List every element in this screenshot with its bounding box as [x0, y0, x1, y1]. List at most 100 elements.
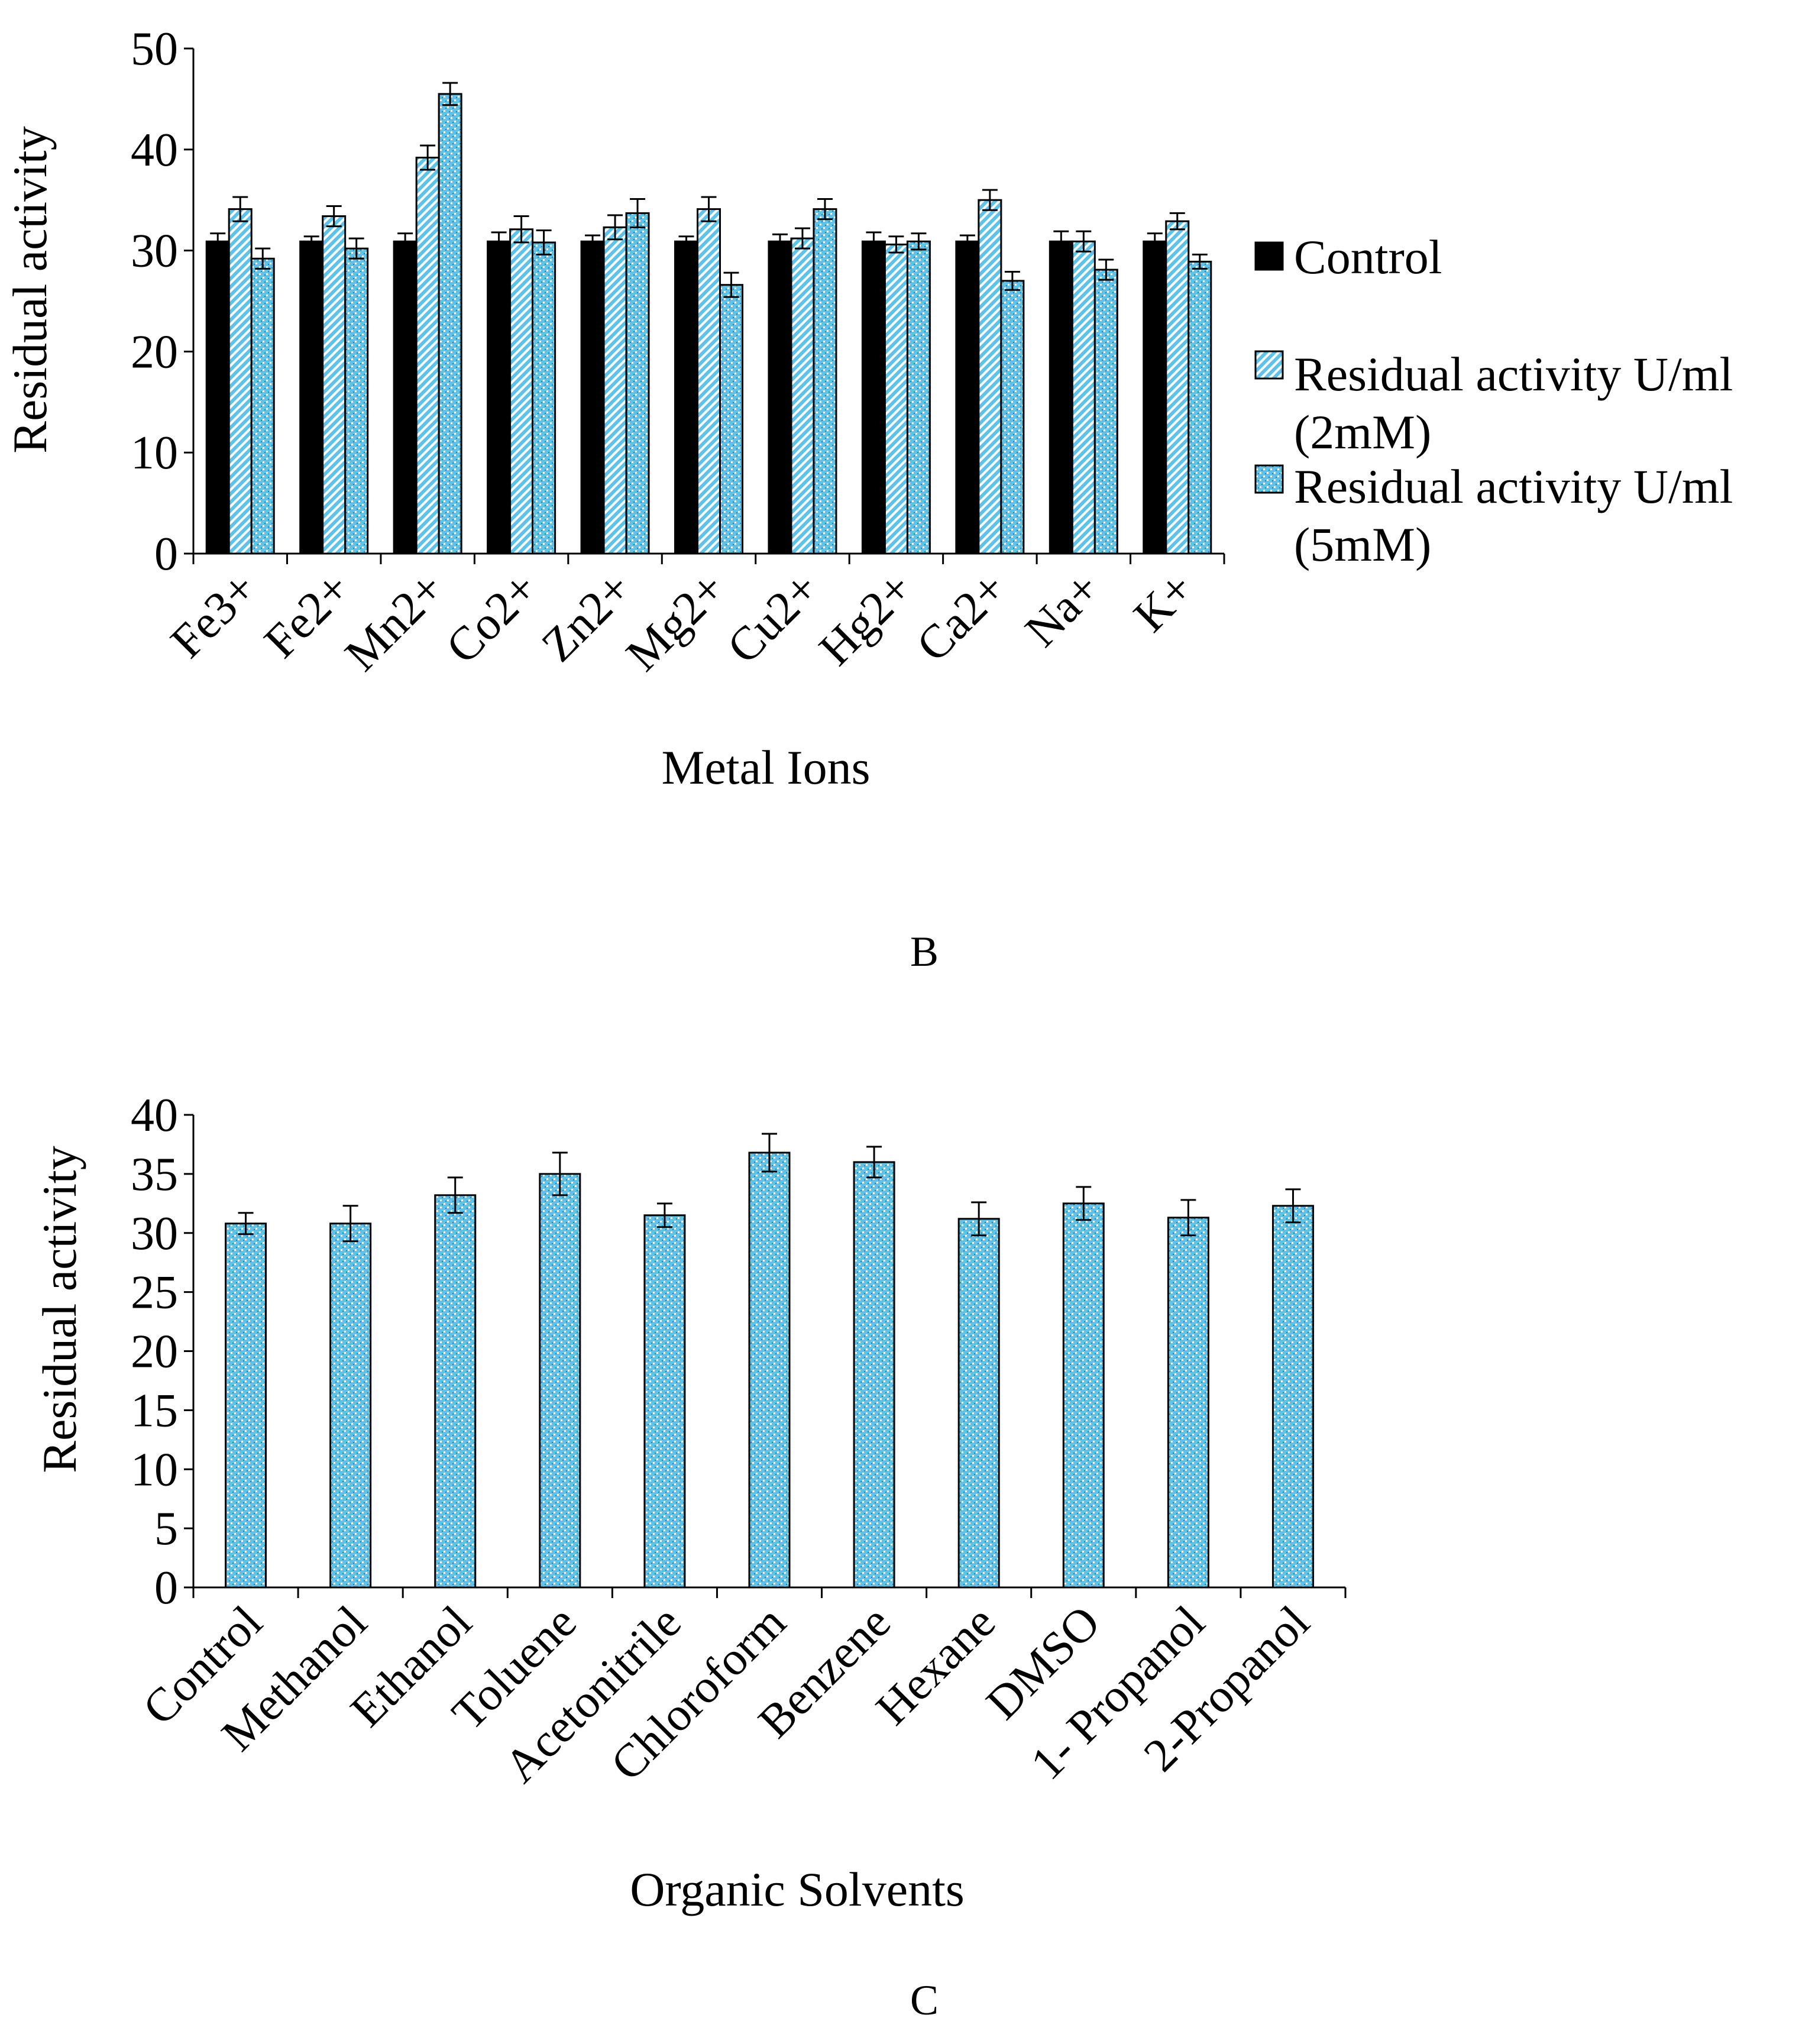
metal-ions-error-bar — [348, 237, 364, 260]
metal-ions-error-bar — [772, 233, 788, 250]
metal-ions-y-tick-label: 0 — [154, 528, 178, 580]
organic-solvents-y-tick-label: 10 — [131, 1444, 178, 1496]
legend-label-control: Control — [1294, 230, 1442, 284]
metal-ions-error-bar — [536, 229, 552, 256]
metal-ions-chart: 01020304050Fe3+Fe2+Mn2+Co2+Zn2+Mg2+Cu2+H… — [3, 23, 1733, 794]
organic-solvents-error-bar — [1285, 1188, 1301, 1224]
organic-solvents-error-bar — [971, 1201, 987, 1237]
legend-swatch-5mm — [1254, 464, 1284, 494]
organic-solvents-bar — [957, 1218, 1000, 1589]
legend-swatch-2mm — [1254, 350, 1284, 380]
metal-ions-category-label: Mg2+ — [616, 562, 735, 681]
organic-solvents-y-tick-label: 35 — [131, 1149, 178, 1201]
organic-solvents-bar — [434, 1194, 477, 1589]
organic-solvents-bar — [643, 1214, 686, 1589]
metal-ions-error-bar — [585, 234, 601, 248]
organic-solvents-error-bar — [866, 1146, 882, 1179]
metal-ions-bar — [250, 257, 275, 555]
metal-ions-error-bar — [1098, 258, 1114, 281]
metal-ions-error-bar — [982, 189, 998, 211]
organic-solvents-bar — [329, 1222, 372, 1589]
metal-ions-bar — [884, 243, 908, 555]
metal-ions-error-bar — [1053, 230, 1069, 253]
metal-ions-error-bar — [420, 144, 436, 171]
metal-ions-category-label: Na+ — [1015, 562, 1110, 657]
metal-ions-error-bar — [303, 235, 319, 248]
organic-solvents-y-tick-label: 15 — [131, 1385, 178, 1437]
legend-label-5mm-line1: Residual activity U/ml — [1294, 460, 1733, 513]
organic-solvents-y-tick-label: 40 — [131, 1089, 178, 1141]
metal-ions-bar — [603, 226, 627, 555]
metal-ions-bar — [1071, 240, 1096, 555]
organic-solvents-bar — [748, 1152, 791, 1589]
metal-ions-bar — [906, 240, 931, 555]
metal-ions-y-axis-label: Residual activity — [3, 126, 57, 453]
organic-solvents-error-bar — [238, 1212, 254, 1236]
organic-solvents-bar — [853, 1161, 895, 1589]
metal-ions-bar — [509, 228, 534, 555]
metal-ions-bar — [719, 284, 743, 555]
metal-ions-bar — [344, 247, 369, 555]
metal-ions-category-label: K+ — [1124, 562, 1204, 642]
metal-ions-plot-area: 01020304050Fe3+Fe2+Mn2+Co2+Zn2+Mg2+Cu2+H… — [131, 23, 1225, 681]
metal-ions-bar — [674, 240, 698, 555]
legend-item-2mm: Residual activity U/ml (2mM) — [1254, 347, 1733, 459]
legend-label-2mm-line1: Residual activity U/ml — [1294, 347, 1733, 401]
metal-ions-legend: Control Residual activity U/ml (2mM) Res… — [1254, 230, 1733, 571]
metal-ions-bar — [393, 240, 418, 555]
metal-ions-error-bar — [888, 235, 904, 254]
metal-ions-y-tick-label: 40 — [131, 124, 178, 176]
metal-ions-error-bar — [794, 227, 810, 250]
organic-solvents-plot-area: 0510152025303540ControlMethanolEthanolTo… — [131, 1089, 1347, 1793]
organic-solvents-error-bar — [1076, 1186, 1092, 1221]
organic-solvents-y-tick-label: 0 — [154, 1562, 178, 1614]
metal-ions-bar — [1093, 269, 1118, 555]
legend-item-5mm: Residual activity U/ml (5mM) — [1254, 460, 1733, 571]
metal-ions-category-label: Mn2+ — [335, 562, 454, 681]
metal-ions-error-bar — [723, 271, 739, 298]
metal-ions-bar — [532, 241, 556, 555]
metal-ions-error-bar — [210, 232, 226, 251]
metal-ions-error-bar — [442, 82, 458, 106]
metal-ions-category-label: Ca2+ — [907, 562, 1016, 672]
metal-ions-error-bar — [232, 196, 248, 222]
metal-ions-bar — [1165, 220, 1190, 555]
metal-ions-error-bar — [911, 232, 927, 251]
organic-solvents-error-bar — [447, 1176, 463, 1214]
legend-label-2mm-line2: (2mM) — [1294, 405, 1431, 459]
organic-solvents-bar — [225, 1222, 267, 1589]
metal-ions-error-bar — [678, 235, 694, 248]
metal-ions-category-label: Zn2+ — [532, 562, 642, 672]
organic-solvents-error-bar — [552, 1152, 568, 1196]
organic-solvents-x-axis-label: Organic Solvents — [630, 1862, 965, 1916]
metal-ions-category-label: Co2+ — [436, 562, 548, 674]
metal-ions-error-bar — [1076, 230, 1092, 253]
metal-ions-category-label: Hg2+ — [810, 562, 923, 676]
metal-ions-bar — [438, 93, 462, 555]
organic-solvents-error-bar — [762, 1133, 777, 1173]
organic-solvents-y-tick-label: 25 — [131, 1267, 178, 1319]
metal-ions-error-bar — [397, 232, 413, 251]
legend-label-5mm-line2: (5mM) — [1294, 518, 1431, 571]
metal-ions-bar — [978, 199, 1002, 555]
metal-ions-error-bar — [1192, 253, 1208, 270]
metal-ions-bar — [205, 240, 230, 555]
metal-ions-error-bar — [866, 231, 882, 252]
metal-ions-bar — [697, 208, 721, 555]
metal-ions-bar — [1049, 240, 1073, 555]
metal-ions-bar — [228, 208, 253, 555]
organic-solvents-category-label: Hexane — [866, 1596, 1005, 1735]
organic-solvents-error-bar — [656, 1202, 672, 1228]
metal-ions-error-bar — [1147, 232, 1163, 251]
organic-solvents-chart: 0510152025303540ControlMethanolEthanolTo… — [33, 1089, 1347, 1916]
metal-ions-bar — [299, 240, 324, 555]
metal-ions-bar — [955, 240, 980, 555]
metal-ions-error-bar — [630, 198, 646, 228]
organic-solvents-y-axis-label: Residual activity — [33, 1146, 86, 1473]
metal-ions-category-label: Cu2+ — [717, 562, 829, 674]
metal-ions-bar — [580, 240, 605, 555]
organic-solvents-error-bar — [1180, 1199, 1196, 1237]
metal-ions-y-tick-label: 20 — [131, 326, 178, 378]
metal-ions-x-axis-label: Metal Ions — [662, 740, 871, 794]
